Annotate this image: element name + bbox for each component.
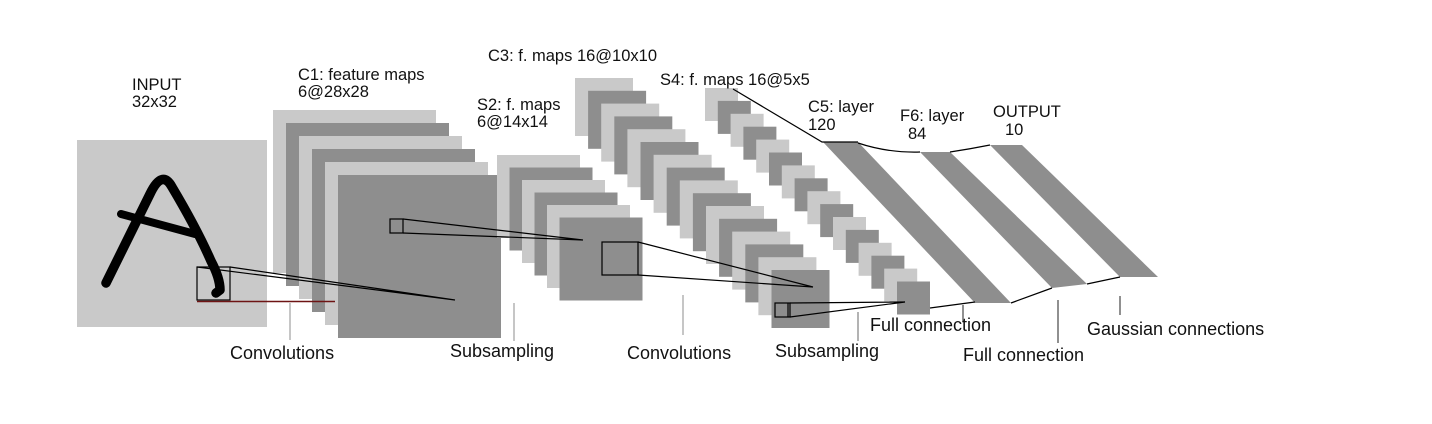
input-receptive-field-box	[196, 266, 231, 301]
feature-map	[559, 217, 643, 301]
convolutions-1-label: Convolutions	[230, 343, 334, 363]
f6-to-output-bottom-line	[1086, 276, 1121, 285]
layer-labels: INPUT 32x32 C1: feature maps 6@28x28 S2:…	[132, 47, 1061, 143]
s2-size-label: 6@14x14	[477, 113, 548, 131]
c1-to-s2-lines	[402, 218, 584, 241]
c1-stack	[273, 110, 501, 338]
full-connection-1-label: Full connection	[870, 315, 991, 335]
input-label: INPUT	[132, 76, 182, 94]
output-size-label: 10	[1005, 121, 1023, 139]
handwritten-a-glyph	[101, 174, 225, 298]
c5-to-f6-top-curve	[857, 142, 921, 153]
s4-stack	[705, 88, 930, 315]
c5-label: C5: layer	[808, 98, 875, 116]
f6-label: F6: layer	[900, 107, 965, 125]
input-size-label: 32x32	[132, 93, 177, 111]
output-label: OUTPUT	[993, 103, 1061, 121]
s2-receptive-field-box	[601, 241, 639, 276]
feature-map	[897, 281, 930, 315]
receptive-field-connections	[196, 218, 906, 318]
fc-bands	[823, 142, 1158, 303]
f6-to-output-top-curve	[949, 144, 991, 153]
c5-band	[823, 142, 1011, 303]
s2-stack	[497, 155, 643, 301]
c1-receptive-field-box	[389, 218, 404, 234]
convolutions-2-label: Convolutions	[627, 343, 731, 363]
feature-map	[338, 175, 501, 338]
c3-stack	[575, 78, 830, 328]
input-to-c1-lines	[196, 266, 456, 301]
s2-label: S2: f. maps	[477, 96, 560, 114]
operation-ticks	[289, 295, 1121, 343]
operation-labels: Convolutions Subsampling Convolutions Su…	[230, 315, 1264, 365]
s4-to-c5-top-line	[732, 88, 858, 143]
f6-band	[920, 152, 1087, 288]
c1-label: C1: feature maps	[298, 66, 425, 84]
output-band	[990, 145, 1158, 277]
handwritten-a-crossbar	[117, 210, 199, 238]
c5-to-f6-bottom-line	[1010, 287, 1053, 304]
s4-label: S4: f. maps 16@5x5	[660, 71, 810, 89]
input-image	[77, 140, 267, 327]
s2-to-c3-lines	[637, 241, 814, 288]
s4-to-c5-bottom-line	[929, 301, 976, 309]
subsampling-2-label: Subsampling	[775, 341, 879, 361]
gaussian-connections-label: Gaussian connections	[1087, 319, 1264, 339]
f6-size-label: 84	[908, 125, 926, 143]
full-connection-2-label: Full connection	[963, 345, 1084, 365]
subsampling-1-label: Subsampling	[450, 341, 554, 361]
c3-label: C3: f. maps 16@10x10	[488, 47, 657, 65]
c5-size-label: 120	[808, 116, 836, 134]
c3-to-s4-lines	[789, 301, 906, 318]
input-plane	[77, 140, 267, 327]
band-connectors	[732, 88, 1121, 309]
c1-size-label: 6@28x28	[298, 83, 369, 101]
feature-map	[771, 270, 830, 328]
c3-receptive-field-box	[774, 302, 791, 318]
